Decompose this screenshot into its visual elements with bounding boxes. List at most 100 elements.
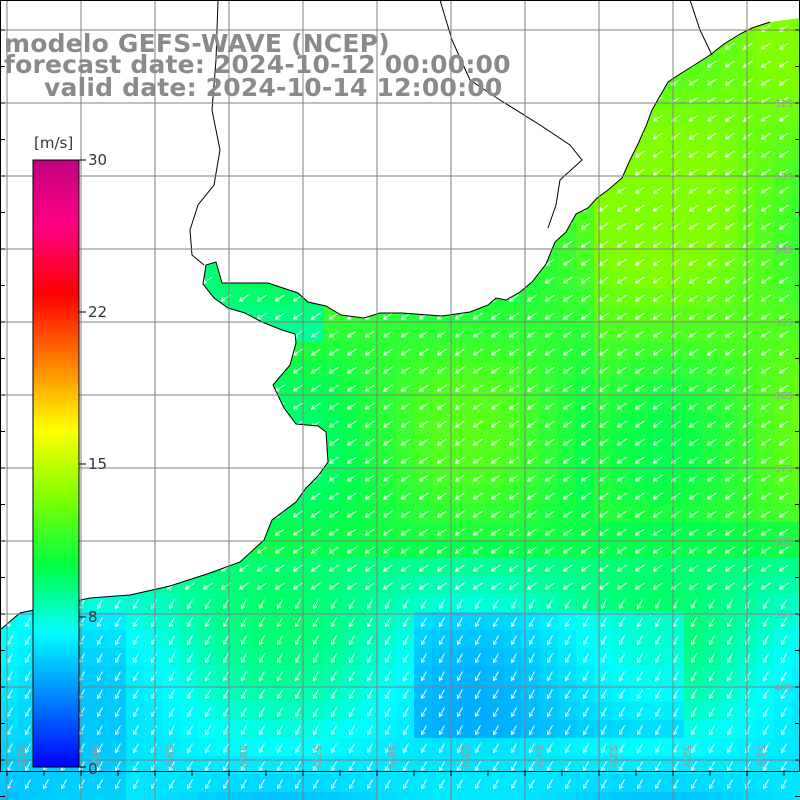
wind-arrow: [294, 599, 301, 610]
wind-arrow: [130, 510, 141, 518]
wind-speed-cell: [162, 648, 181, 667]
wind-speed-cell: [540, 288, 559, 307]
wind-arrow: [148, 528, 159, 536]
wind-speed-cell: [576, 504, 595, 523]
wind-arrow: [130, 420, 141, 428]
wind-arrow: [580, 258, 591, 266]
wind-speed-cell: [126, 342, 145, 361]
wind-speed-cell: [756, 630, 775, 649]
wind-arrow: [346, 258, 357, 266]
wind-speed-cell: [612, 666, 631, 685]
wind-arrow: [508, 366, 519, 374]
wind-arrow: [418, 150, 429, 158]
wind-speed-cell: [360, 252, 379, 271]
wind-speed-cell: [306, 558, 325, 577]
wind-arrow: [168, 761, 175, 772]
wind-arrow: [166, 564, 177, 572]
wind-speed-cell: [558, 396, 577, 415]
wind-arrow: [184, 186, 195, 194]
wind-speed-cell: [90, 558, 109, 577]
wind-speed-cell: [414, 576, 433, 595]
wind-arrow: [490, 420, 501, 428]
wind-speed-cell: [360, 720, 379, 739]
longitude-label: 61W: [15, 745, 26, 768]
wind-speed-cell: [774, 198, 793, 217]
wind-speed-cell: [198, 180, 217, 199]
wind-speed-cell: [594, 666, 613, 685]
wind-arrow: [742, 168, 753, 176]
wind-arrow: [346, 168, 357, 176]
wind-arrow: [778, 204, 789, 212]
wind-speed-cell: [774, 684, 793, 703]
wind-arrow: [778, 528, 789, 536]
wind-arrow: [348, 635, 355, 646]
wind-arrow: [688, 474, 699, 482]
wind-arrow: [22, 240, 33, 248]
wind-arrow: [436, 240, 447, 248]
wind-speed-cell: [324, 342, 343, 361]
wind-speed-cell: [414, 288, 433, 307]
wind-speed-cell: [324, 234, 343, 253]
wind-arrow: [508, 474, 519, 482]
wind-arrow: [526, 528, 537, 536]
wind-speed-cell: [450, 684, 469, 703]
wind-speed-cell: [576, 198, 595, 217]
wind-speed-cell: [792, 540, 800, 559]
wind-arrow: [652, 348, 663, 356]
wind-arrow: [310, 186, 321, 194]
wind-speed-cell: [396, 684, 415, 703]
wind-speed-cell: [612, 396, 631, 415]
wind-arrow: [238, 348, 249, 356]
wind-arrow: [762, 635, 769, 646]
wind-arrow: [616, 294, 627, 302]
wind-arrow: [490, 564, 501, 572]
latitude-label: 37S: [774, 464, 793, 475]
wind-arrow: [292, 366, 303, 374]
wind-speed-cell: [594, 630, 613, 649]
wind-speed-cell: [414, 198, 433, 217]
wind-speed-cell: [450, 18, 469, 19]
wind-arrow: [582, 7, 591, 13]
wind-speed-cell: [612, 792, 631, 800]
wind-arrow: [184, 546, 195, 554]
wind-arrow: [400, 528, 411, 536]
wind-arrow: [96, 761, 103, 772]
wind-speed-cell: [558, 630, 577, 649]
wind-speed-cell: [666, 18, 685, 19]
wind-speed-cell: [144, 414, 163, 433]
wind-arrow: [724, 312, 735, 320]
wind-arrow: [256, 546, 267, 554]
wind-arrow: [706, 114, 717, 122]
wind-arrow: [618, 707, 625, 718]
wind-arrow: [580, 222, 591, 230]
wind-arrow: [256, 168, 267, 176]
wind-arrow: [166, 348, 177, 356]
wind-speed-cell: [486, 378, 505, 397]
wind-arrow: [184, 510, 195, 518]
wind-arrow: [544, 564, 555, 572]
wind-speed-cell: [126, 486, 145, 505]
wind-speed-cell: [540, 360, 559, 379]
wind-arrow: [544, 420, 555, 428]
wind-arrow: [202, 348, 213, 356]
wind-speed-cell: [180, 396, 199, 415]
wind-arrow: [600, 743, 607, 754]
wind-arrow: [472, 366, 483, 374]
wind-speed-cell: [666, 252, 685, 271]
wind-arrow: [490, 330, 501, 338]
wind-speed-cell: [468, 162, 487, 181]
wind-arrow: [348, 743, 355, 754]
wind-arrow: [580, 528, 591, 536]
wind-speed-cell: [108, 234, 127, 253]
wind-speed-cell: [540, 18, 559, 19]
wind-speed-cell: [522, 684, 541, 703]
wind-arrow: [688, 456, 699, 464]
wind-speed-cell: [162, 216, 181, 235]
wind-speed-cell: [0, 378, 19, 397]
wind-speed-cell: [180, 792, 199, 800]
wind-arrow: [652, 150, 663, 158]
wind-arrow: [706, 366, 717, 374]
wind-speed-cell: [594, 612, 613, 631]
wind-arrow: [492, 689, 499, 700]
